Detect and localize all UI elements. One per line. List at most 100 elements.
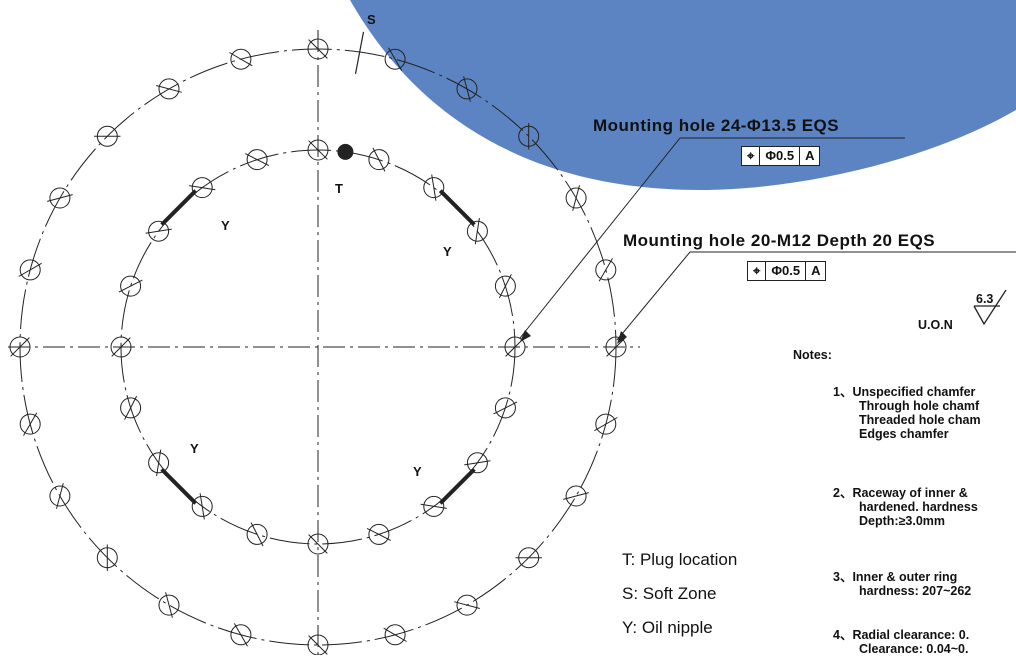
outer-mounting-hole-crossmark bbox=[383, 627, 407, 642]
inner-mounting-hole bbox=[307, 139, 329, 161]
outer-mounting-hole bbox=[456, 594, 478, 616]
inner-mounting-hole bbox=[494, 275, 516, 297]
inner-mounting-hole bbox=[191, 177, 213, 199]
outer-mounting-hole-crossmark bbox=[23, 412, 38, 436]
outer-mounting-hole bbox=[565, 485, 587, 507]
inner-mounting-hole-crossmark bbox=[250, 522, 264, 547]
inner-mounting-hole-crossmark bbox=[493, 401, 518, 415]
outer-mounting-hole bbox=[230, 48, 252, 70]
roughness-symbol-icon bbox=[973, 289, 1007, 326]
position-symbol-icon: ⌖ bbox=[748, 262, 767, 280]
inner-mounting-hole bbox=[466, 452, 488, 474]
outer-mounting-hole-crossmark bbox=[47, 194, 73, 202]
note-1: 1、Unspecified chamfer bbox=[833, 385, 976, 399]
callout-mounting-hole-1: Mounting hole 24-Φ13.5 EQS bbox=[593, 116, 840, 135]
note-2b: Depth:≥3.0mm bbox=[859, 514, 946, 528]
legend-plug-location: T: Plug location bbox=[622, 550, 738, 569]
inner-mounting-hole-crossmark bbox=[372, 147, 386, 172]
outer-mounting-hole bbox=[605, 336, 627, 358]
note-3: 3、Inner & outer ring bbox=[833, 570, 958, 584]
inner-mounting-hole bbox=[368, 523, 390, 545]
inner-mounting-hole-crossmark bbox=[366, 527, 391, 541]
outer-mounting-hole-crossmark bbox=[454, 601, 480, 609]
outer-mounting-hole-crossmark bbox=[165, 592, 173, 618]
watermark-band bbox=[350, 0, 1016, 190]
outer-mounting-hole-crossmark bbox=[156, 85, 182, 93]
outer-mounting-hole-crossmark bbox=[308, 635, 328, 655]
oil-nipple-mark bbox=[160, 467, 198, 505]
inner-mounting-hole bbox=[120, 397, 142, 419]
position-tolerance-frame-1: ⌖ Φ0.5 A bbox=[741, 146, 821, 166]
outer-mounting-hole bbox=[49, 485, 71, 507]
outer-mounting-hole-crossmark bbox=[606, 337, 626, 357]
inner-mounting-hole bbox=[120, 275, 142, 297]
inner-mounting-hole bbox=[110, 336, 132, 358]
inner-mounting-hole-crossmark bbox=[156, 449, 162, 476]
inner-mounting-hole bbox=[148, 452, 170, 474]
outer-mounting-hole bbox=[230, 624, 252, 646]
inner-mounting-hole bbox=[494, 397, 516, 419]
inner-mounting-hole bbox=[368, 149, 390, 171]
roughness-value: 6.3 bbox=[976, 292, 994, 306]
oil-nipple-marker-1: Y bbox=[221, 218, 230, 233]
oil-nipple-mark bbox=[438, 189, 476, 227]
outer-mounting-hole bbox=[158, 594, 180, 616]
legend-oil-nipple: Y: Oil nipple bbox=[622, 618, 713, 637]
outer-mounting-hole-crossmark bbox=[18, 262, 42, 277]
legend-soft-zone: S: Soft Zone bbox=[622, 584, 717, 603]
callout-mounting-hole-2: Mounting hole 20-M12 Depth 20 EQS bbox=[623, 231, 936, 250]
soft-zone-tick bbox=[354, 31, 365, 75]
inner-mounting-hole bbox=[504, 336, 526, 358]
inner-mounting-hole bbox=[246, 149, 268, 171]
callout-leader-2 bbox=[616, 251, 1016, 341]
oil-nipple-marker-2: Y bbox=[443, 244, 452, 259]
oil-nipple-marker-3: Y bbox=[190, 441, 199, 456]
oil-nipple-marker-4: Y bbox=[413, 464, 422, 479]
inner-mounting-hole bbox=[246, 523, 268, 545]
inner-mounting-hole-crossmark bbox=[124, 395, 138, 420]
inner-mounting-hole-crossmark bbox=[464, 460, 491, 466]
note-2a: hardened. hardness bbox=[859, 500, 978, 514]
inner-mounting-hole-crossmark bbox=[118, 279, 143, 293]
inner-mounting-hole bbox=[191, 495, 213, 517]
outer-mounting-hole bbox=[456, 78, 478, 100]
tolerance-value: Φ0.5 bbox=[760, 147, 801, 165]
outer-mounting-hole bbox=[595, 259, 617, 281]
inner-mounting-hole-crossmark bbox=[145, 228, 172, 234]
inner-mounting-hole-crossmark bbox=[199, 493, 205, 520]
inner-mounting-hole bbox=[148, 220, 170, 242]
inner-mounting-hole-crossmark bbox=[308, 534, 328, 554]
outer-mounting-hole-crossmark bbox=[563, 492, 589, 500]
inner-mounting-hole bbox=[466, 220, 488, 242]
note-1b: Threaded hole cham bbox=[859, 413, 981, 427]
outer-mounting-hole-crossmark bbox=[598, 258, 613, 282]
oil-nipple-mark bbox=[160, 189, 198, 227]
callout-leader-1 bbox=[519, 137, 905, 339]
outer-mounting-hole bbox=[9, 336, 31, 358]
inner-mounting-hole-crossmark bbox=[498, 274, 512, 299]
note-4a: Clearance: 0.04~0. bbox=[859, 642, 969, 656]
datum-ref: A bbox=[805, 148, 815, 163]
plug-location-marker: T bbox=[335, 181, 343, 196]
inner-mounting-hole-crossmark bbox=[111, 337, 131, 357]
inner-mounting-hole bbox=[307, 533, 329, 555]
outer-mounting-hole bbox=[158, 78, 180, 100]
notes-title: Notes: bbox=[793, 348, 832, 362]
inner-mounting-hole bbox=[423, 177, 445, 199]
inner-mounting-hole-crossmark bbox=[308, 140, 328, 160]
note-4: 4、Radial clearance: 0. bbox=[833, 628, 970, 642]
outer-mounting-hole bbox=[19, 259, 41, 281]
roughness-uon: U.O.N bbox=[918, 318, 953, 332]
leader-arrowhead bbox=[520, 330, 531, 342]
inner-mounting-hole-crossmark bbox=[431, 174, 437, 201]
note-1c: Edges chamfer bbox=[859, 427, 949, 441]
plug-location-dot bbox=[337, 143, 354, 160]
outer-mounting-hole-crossmark bbox=[463, 76, 471, 102]
note-2: 2、Raceway of inner & bbox=[833, 486, 968, 500]
inner-mounting-hole-crossmark bbox=[420, 503, 447, 509]
inner-mounting-hole bbox=[423, 495, 445, 517]
outer-mounting-hole bbox=[384, 48, 406, 70]
note-3a: hardness: 207~262 bbox=[859, 584, 972, 598]
soft-zone-marker: S bbox=[367, 12, 376, 27]
